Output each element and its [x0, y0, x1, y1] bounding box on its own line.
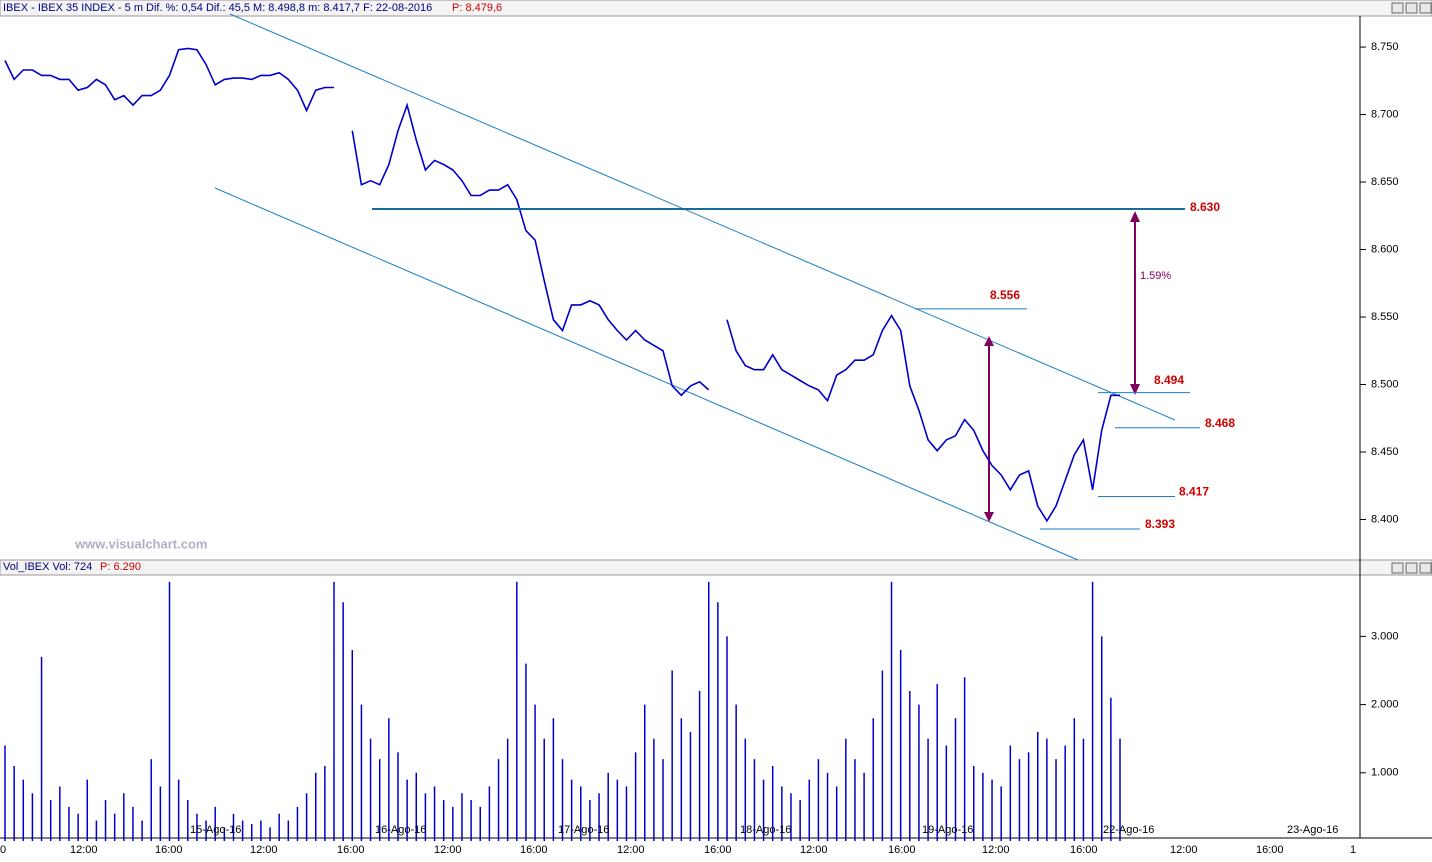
button[interactable] [1405, 562, 1418, 574]
date-label: 16-Ago-16 [375, 824, 426, 836]
x-tick-label: 0 [0, 844, 6, 856]
level-label: 8.393 [1145, 517, 1175, 531]
x-tick-label: 16:00 [888, 844, 916, 856]
date-label: 22-Ago-16 [1103, 824, 1154, 836]
date-label: 19-Ago-16 [922, 824, 973, 836]
annotation: 1.59% [1140, 270, 1171, 282]
watermark: www.visualchart.com [74, 536, 207, 551]
x-tick-label: 12:00 [434, 844, 462, 856]
y-tick-label: 1.000 [1371, 767, 1399, 779]
volume-header [0, 559, 1432, 576]
x-tick-label: 12:00 [617, 844, 645, 856]
x-tick-label: 12:00 [800, 844, 828, 856]
x-tick-label: 12:00 [70, 844, 98, 856]
x-tick-label: 16:00 [155, 844, 183, 856]
y-tick-label: 3.000 [1371, 630, 1399, 642]
volume-last: P: 6.290 [100, 561, 141, 573]
y-tick-label: 8.600 [1371, 243, 1399, 255]
x-tick-label: 12:00 [1170, 844, 1198, 856]
channel-upper [229, 13, 1176, 421]
y-tick-label: 8.700 [1371, 108, 1399, 120]
channel-lower [214, 187, 1079, 561]
range-arrows [984, 211, 1140, 522]
x-tick-label: 16:00 [520, 844, 548, 856]
volume-title: Vol_IBEX Vol: 724 [3, 561, 92, 573]
window-buttons[interactable] [1391, 2, 1432, 574]
x-tick-label: 16:00 [337, 844, 365, 856]
y-tick-label: 8.500 [1371, 378, 1399, 390]
button[interactable] [1419, 2, 1432, 14]
date-label: 18-Ago-16 [740, 824, 791, 836]
price-title: IBEX - IBEX 35 INDEX - 5 m Dif. %: 0,54 … [3, 2, 432, 14]
y-tick-label: 8.400 [1371, 513, 1399, 525]
y-tick-label: 8.450 [1371, 446, 1399, 458]
button[interactable] [1391, 2, 1404, 14]
button[interactable] [1419, 562, 1432, 574]
x-tick-label: 16:00 [1070, 844, 1098, 856]
y-tick-label: 8.550 [1371, 311, 1399, 323]
button[interactable] [1391, 562, 1404, 574]
x-tick-label: 16:00 [1256, 844, 1284, 856]
y-tick-label: 8.750 [1371, 41, 1399, 53]
button[interactable] [1405, 2, 1418, 14]
date-label: 23-Ago-16 [1287, 824, 1338, 836]
price-header [0, 0, 1432, 17]
date-label: 17-Ago-16 [558, 824, 609, 836]
date-label: 15-Ago-16 [190, 824, 241, 836]
y-tick-label: 8.650 [1371, 176, 1399, 188]
x-tick-label: 16:00 [704, 844, 732, 856]
level-label: 8.630 [1190, 200, 1220, 214]
level-label: 8.494 [1154, 373, 1184, 387]
x-tick-label: 1 [1350, 844, 1356, 856]
price-line [4, 47, 1120, 523]
y-tick-label: 2.000 [1371, 698, 1399, 710]
price-last: P: 8.479,6 [452, 2, 502, 14]
level-label: 8.417 [1179, 485, 1209, 499]
x-tick-label: 12:00 [250, 844, 278, 856]
x-tick-label: 12:00 [982, 844, 1010, 856]
level-label: 8.468 [1205, 416, 1235, 430]
level-label: 8.556 [990, 288, 1020, 302]
